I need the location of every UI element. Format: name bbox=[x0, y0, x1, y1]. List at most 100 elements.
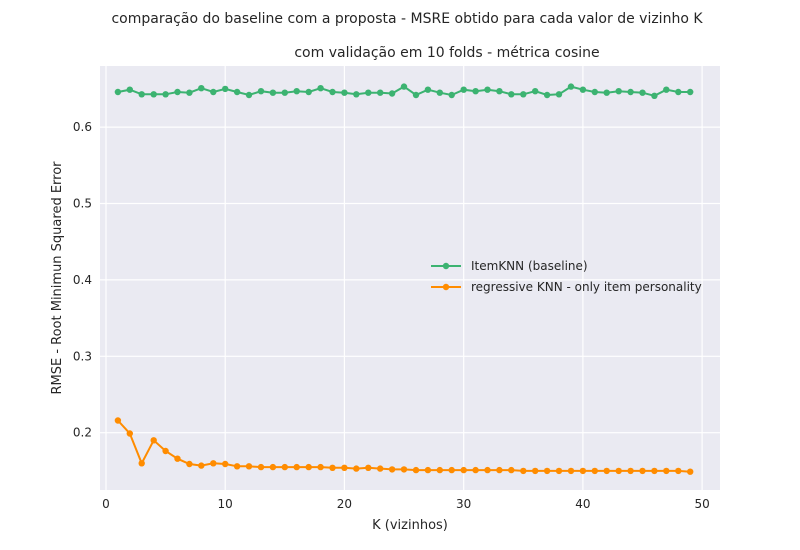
data-point bbox=[687, 468, 694, 475]
x-tick-label: 10 bbox=[218, 497, 233, 511]
data-point bbox=[388, 90, 396, 97]
data-point bbox=[603, 467, 610, 475]
data-point bbox=[293, 88, 300, 95]
data-point bbox=[472, 466, 479, 474]
data-point bbox=[496, 466, 503, 474]
data-point bbox=[615, 467, 622, 475]
data-point bbox=[150, 437, 157, 444]
data-point bbox=[281, 89, 288, 96]
data-point bbox=[245, 91, 253, 99]
data-point bbox=[508, 91, 515, 98]
legend: ItemKNN (baseline) regressive KNN - only… bbox=[431, 259, 702, 294]
data-point bbox=[460, 86, 467, 93]
y-axis-label: RMSE - Root Minimun Squared Error bbox=[50, 161, 65, 395]
data-point bbox=[460, 466, 467, 474]
data-point bbox=[114, 88, 122, 96]
series-1 bbox=[114, 417, 694, 475]
data-point bbox=[162, 91, 169, 98]
data-point bbox=[257, 463, 265, 471]
data-point bbox=[532, 88, 539, 95]
data-point bbox=[579, 467, 587, 475]
data-point bbox=[233, 463, 241, 470]
data-point bbox=[436, 89, 443, 96]
data-point bbox=[233, 88, 241, 96]
data-point bbox=[377, 89, 384, 96]
data-point bbox=[269, 89, 277, 96]
data-point bbox=[591, 88, 598, 96]
data-point bbox=[615, 88, 622, 95]
data-point bbox=[424, 466, 432, 474]
data-point bbox=[174, 455, 181, 462]
x-axis-label: K (vizinhos) bbox=[372, 518, 448, 533]
data-point bbox=[663, 86, 670, 93]
data-point bbox=[484, 466, 491, 474]
data-point bbox=[126, 430, 133, 437]
y-axis-ticks: 0.2 0.3 0.4 0.5 0.6 bbox=[73, 120, 92, 440]
data-point bbox=[567, 467, 575, 475]
data-point bbox=[269, 463, 277, 471]
x-tick-label: 30 bbox=[456, 497, 471, 511]
grid bbox=[100, 66, 720, 490]
data-point bbox=[305, 88, 312, 96]
data-point bbox=[591, 467, 598, 475]
data-point bbox=[687, 88, 694, 96]
data-point bbox=[114, 417, 122, 424]
data-point bbox=[484, 86, 491, 93]
legend-label-itemknn: ItemKNN (baseline) bbox=[471, 259, 588, 273]
data-point bbox=[651, 92, 658, 100]
data-point bbox=[496, 88, 503, 95]
data-point bbox=[412, 466, 420, 474]
series-layer bbox=[114, 83, 694, 475]
data-point bbox=[341, 464, 348, 471]
data-point bbox=[245, 463, 253, 470]
data-point bbox=[520, 467, 527, 475]
data-point bbox=[448, 91, 455, 99]
y-tick-label: 0.6 bbox=[73, 120, 92, 134]
data-point bbox=[210, 88, 217, 96]
data-point bbox=[675, 88, 682, 96]
data-point bbox=[508, 466, 515, 474]
data-point bbox=[126, 86, 133, 93]
data-point bbox=[532, 467, 539, 475]
y-tick-label: 0.4 bbox=[73, 273, 92, 287]
x-axis-ticks: 0 10 20 30 40 50 bbox=[102, 497, 710, 511]
data-point bbox=[257, 88, 265, 95]
data-point bbox=[627, 467, 634, 475]
x-tick-label: 0 bbox=[102, 497, 110, 511]
data-point bbox=[400, 466, 408, 473]
plot-area bbox=[100, 66, 720, 490]
data-point bbox=[353, 91, 360, 98]
legend-entry-regressive-knn: regressive KNN - only item personality bbox=[431, 280, 702, 294]
data-point bbox=[543, 91, 551, 99]
data-point bbox=[329, 464, 336, 471]
data-point bbox=[377, 465, 384, 472]
data-point bbox=[281, 463, 288, 471]
legend-label-regressive-knn: regressive KNN - only item personality bbox=[471, 280, 702, 294]
data-point bbox=[675, 467, 682, 475]
data-point bbox=[198, 462, 205, 469]
data-point bbox=[317, 85, 324, 92]
data-point bbox=[555, 467, 563, 475]
data-point bbox=[663, 467, 670, 475]
data-point bbox=[603, 89, 610, 96]
data-point bbox=[341, 89, 348, 96]
data-point bbox=[317, 463, 324, 471]
data-point bbox=[174, 88, 181, 96]
data-point bbox=[365, 89, 372, 96]
data-point bbox=[448, 466, 455, 474]
data-point bbox=[198, 85, 205, 92]
data-point bbox=[329, 88, 336, 96]
x-tick-label: 40 bbox=[575, 497, 590, 511]
data-point bbox=[150, 91, 157, 98]
legend-marker-regressive-knn bbox=[442, 283, 450, 291]
data-point bbox=[162, 447, 169, 455]
y-tick-label: 0.2 bbox=[73, 426, 92, 440]
legend-marker-itemknn bbox=[442, 262, 450, 270]
data-point bbox=[543, 467, 551, 475]
data-point bbox=[400, 83, 408, 90]
legend-entry-itemknn: ItemKNN (baseline) bbox=[431, 259, 588, 273]
series-0 bbox=[114, 83, 694, 100]
data-point bbox=[305, 463, 312, 471]
data-point bbox=[138, 460, 145, 467]
